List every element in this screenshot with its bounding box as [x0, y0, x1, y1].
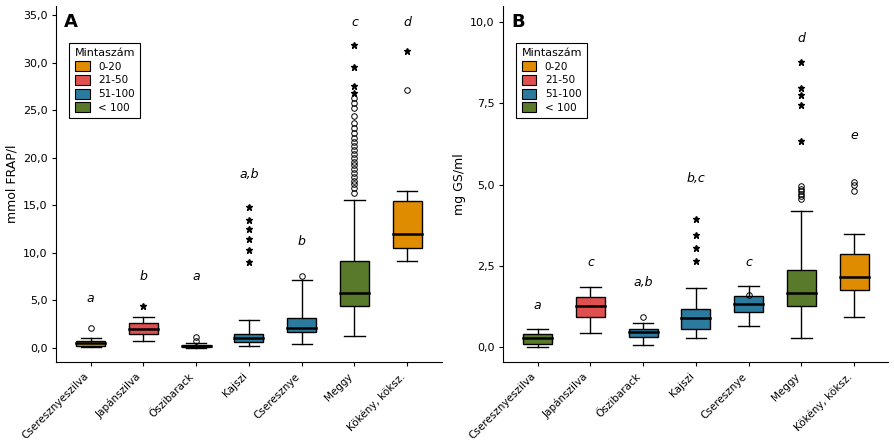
Text: b,c: b,c [687, 172, 705, 185]
Text: c: c [351, 17, 358, 30]
Text: a: a [534, 299, 542, 312]
Y-axis label: mmol FRAP/l: mmol FRAP/l [5, 144, 19, 223]
Text: b: b [139, 270, 148, 283]
Bar [181, 345, 211, 347]
Text: d: d [403, 17, 411, 30]
Text: a,b: a,b [240, 169, 258, 181]
Text: b: b [298, 235, 306, 248]
Text: c: c [587, 256, 594, 270]
Bar [734, 296, 763, 312]
Bar [839, 254, 869, 290]
Text: d: d [797, 32, 805, 45]
Bar [681, 309, 711, 329]
Text: a: a [192, 270, 200, 283]
Bar [340, 261, 369, 306]
Y-axis label: mg GS/ml: mg GS/ml [452, 153, 466, 215]
Bar [628, 329, 658, 337]
Bar [129, 323, 158, 333]
Bar [576, 297, 605, 316]
Text: e: e [850, 129, 858, 142]
Text: B: B [511, 13, 525, 31]
Bar [234, 334, 264, 342]
Legend: 0-20, 21-50, 51-100, < 100: 0-20, 21-50, 51-100, < 100 [70, 43, 140, 118]
Bar [287, 318, 316, 332]
Text: c: c [746, 256, 752, 270]
Bar [787, 270, 816, 306]
Text: A: A [64, 13, 78, 31]
Text: a,b: a,b [633, 276, 653, 289]
Text: a: a [87, 292, 95, 305]
Bar [392, 202, 422, 248]
Bar [523, 334, 552, 344]
Bar [76, 341, 105, 346]
Legend: 0-20, 21-50, 51-100, < 100: 0-20, 21-50, 51-100, < 100 [516, 43, 587, 118]
